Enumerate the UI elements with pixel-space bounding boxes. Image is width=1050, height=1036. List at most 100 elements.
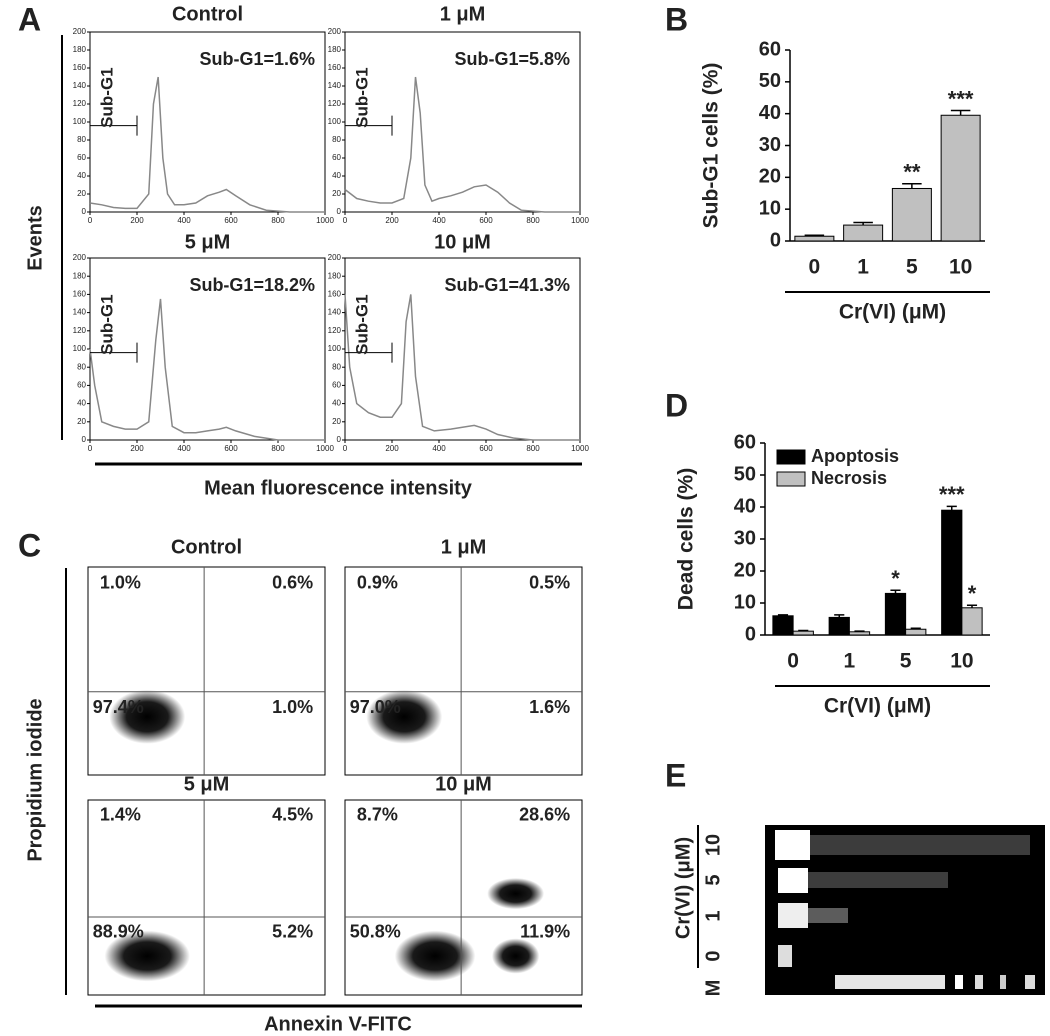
axis-label: Annexin V-FITC: [264, 1013, 412, 1035]
significance: ***: [939, 482, 965, 507]
y-tick-label: 120: [328, 99, 342, 108]
y-tick-label: 50: [759, 70, 781, 92]
x-tick-label: 600: [224, 444, 238, 453]
y-tick-label: 100: [73, 117, 87, 126]
panel-title: 10 μM: [434, 231, 491, 253]
y-tick-label: 20: [77, 417, 86, 426]
histogram-line: [89, 298, 325, 441]
y-tick-label: 30: [734, 527, 756, 549]
y-tick-label: 140: [328, 81, 342, 90]
bar: [772, 615, 794, 636]
bar: [905, 628, 927, 636]
y-tick-label: 60: [759, 38, 781, 60]
y-tick-label: 30: [759, 134, 781, 156]
y-tick-label: 40: [332, 171, 341, 180]
significance: *: [891, 566, 900, 591]
x-tick-label: 0: [88, 444, 93, 453]
axis-label: Propidium iodide: [24, 698, 46, 861]
x-tick-label: 600: [479, 444, 493, 453]
y-tick-label: 40: [332, 399, 341, 408]
quadrant-percent: 88.9%: [93, 921, 144, 941]
error-bar: [804, 234, 825, 237]
quadrant-percent: 5.2%: [272, 921, 313, 941]
axis-label: Cr(VI) (μM): [672, 837, 694, 939]
dot-cloud: [109, 689, 186, 744]
error-bar: [853, 221, 873, 226]
y-tick-label: 80: [332, 135, 341, 144]
error-bar: [950, 109, 971, 116]
dot-cloud: [491, 938, 540, 974]
panel-label: D: [665, 387, 688, 423]
bar: [941, 509, 963, 636]
y-tick-label: 40: [734, 495, 756, 517]
x-tick-label: 400: [432, 216, 446, 225]
y-tick-label: 120: [73, 99, 87, 108]
y-tick-label: 80: [77, 135, 86, 144]
lane-label: 5: [702, 874, 724, 885]
x-tick-label: 800: [526, 216, 540, 225]
y-tick-label: 20: [332, 417, 341, 426]
y-tick-label: 200: [73, 253, 87, 262]
y-tick-label: 20: [734, 559, 756, 581]
x-tick-label: 800: [526, 444, 540, 453]
lane-label: 0: [702, 950, 724, 961]
error-bar: [854, 630, 865, 632]
quadrant-percent: 1.4%: [100, 804, 141, 824]
lane-label: 1: [702, 910, 724, 921]
y-tick-label: 40: [77, 171, 86, 180]
bar: [828, 616, 850, 636]
y-tick-label: 40: [759, 102, 781, 124]
panel-label: A: [18, 1, 41, 37]
x-tick-label: 400: [177, 216, 191, 225]
annotation: Sub-G1=18.2%: [189, 275, 315, 295]
y-tick-label: 140: [73, 81, 87, 90]
y-tick-label: 120: [328, 326, 342, 335]
quadrant-percent: 8.7%: [357, 804, 398, 824]
x-tick-label: 10: [949, 256, 972, 279]
annotation: Sub-G1=1.6%: [199, 49, 315, 69]
dot-cloud: [104, 930, 190, 982]
dot-cloud: [366, 689, 443, 744]
x-tick-label: 200: [130, 216, 144, 225]
legend-swatch: [776, 471, 806, 487]
y-tick-label: 60: [332, 381, 341, 390]
bar: [794, 235, 835, 242]
x-tick-label: 1000: [316, 444, 334, 453]
significance: **: [903, 160, 921, 185]
bar: [792, 630, 814, 636]
y-tick-label: 100: [73, 344, 87, 353]
panel-title: 5 μM: [184, 773, 230, 795]
plot-frame: [87, 566, 326, 776]
x-tick-label: 1000: [571, 444, 589, 453]
y-tick-label: 40: [77, 399, 86, 408]
significance: ***: [948, 86, 974, 111]
y-tick-label: 10: [734, 591, 756, 613]
gate-label: Sub-G1: [352, 294, 371, 354]
legend-swatch: [776, 449, 806, 465]
x-tick-label: 800: [271, 216, 285, 225]
x-tick-label: 400: [432, 444, 446, 453]
y-tick-label: 180: [73, 271, 87, 280]
quadrant-percent: 1.6%: [529, 697, 570, 717]
annotation: Sub-G1=5.8%: [454, 49, 570, 69]
y-tick-label: 50: [734, 463, 756, 485]
quadrant-percent: 11.9%: [520, 921, 570, 941]
bar: [843, 224, 884, 242]
y-tick-label: 100: [328, 117, 342, 126]
x-tick-label: 5: [900, 650, 912, 673]
histogram-line: [89, 76, 325, 213]
panel-label: B: [665, 1, 688, 37]
quadrant-percent: 4.5%: [272, 804, 313, 824]
error-bar: [834, 614, 845, 618]
y-tick-label: 0: [745, 623, 756, 645]
y-tick-label: 120: [73, 326, 87, 335]
x-tick-label: 800: [271, 444, 285, 453]
error-bar: [966, 604, 978, 608]
y-tick-label: 20: [77, 189, 86, 198]
axis-label: Mean fluorescence intensity: [204, 477, 473, 499]
y-tick-label: 20: [332, 189, 341, 198]
y-tick-label: 0: [337, 207, 342, 216]
y-tick-label: 160: [328, 63, 342, 72]
x-tick-label: 10: [950, 650, 973, 673]
y-tick-label: 80: [332, 362, 341, 371]
